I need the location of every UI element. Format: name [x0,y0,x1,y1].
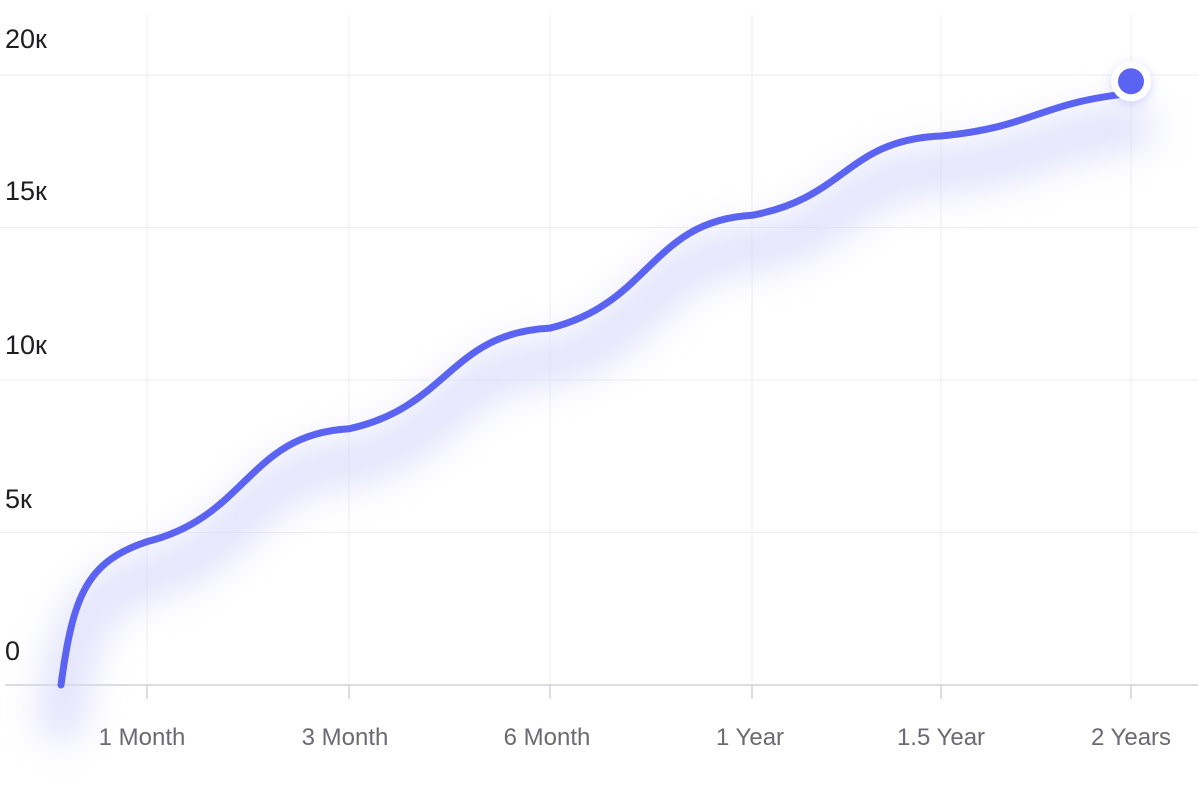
y-tick-label: 20к [5,24,47,54]
y-axis-ticks: 0 5к 10к 15к 20к [5,24,47,666]
y-tick-label: 15к [5,176,47,206]
end-marker-dot [1118,68,1144,95]
y-tick-label: 10к [5,330,47,360]
x-tick-label: 1 Month [99,724,186,751]
grid [0,15,1198,699]
x-tick-label: 3 Month [302,724,389,751]
x-tick-label: 2 Years [1091,724,1171,751]
series-layer [57,89,1135,689]
x-tick-label: 1 Year [716,724,784,751]
series-line [57,89,1135,689]
x-axis-ticks: 1 Month 3 Month 6 Month 1 Year 1.5 Year 2 Yea… [99,724,1171,751]
y-tick-label: 0 [5,636,20,666]
x-tick-label: 6 Month [504,724,591,751]
y-tick-label: 5к [5,484,32,514]
x-tick-label: 1.5 Year [897,724,985,751]
line-glow-path [38,104,1154,742]
marker-layer [1111,61,1151,102]
line-glow [38,104,1154,742]
